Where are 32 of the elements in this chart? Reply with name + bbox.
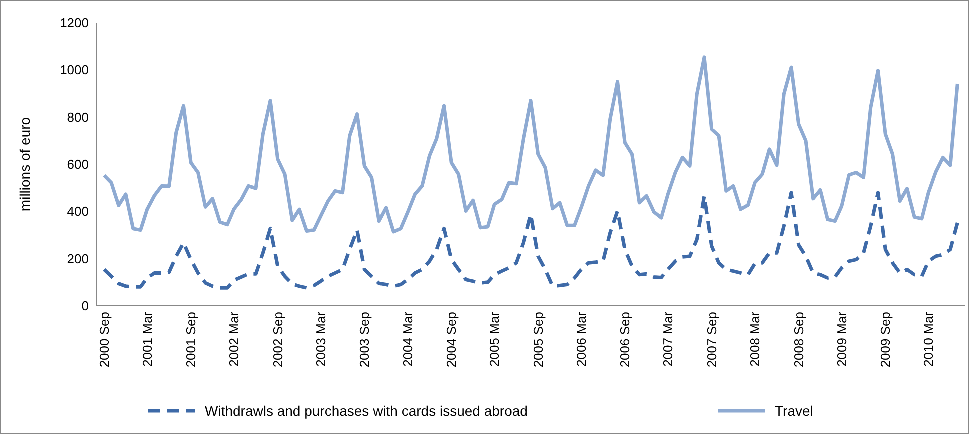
legend-label: Withdrawls and purchases with cards issued abroad bbox=[205, 402, 528, 419]
y-tick-label: 0 bbox=[82, 298, 89, 314]
y-axis-title: millions of euro bbox=[17, 117, 33, 212]
x-tick-label: 2009 Sep bbox=[878, 312, 894, 368]
y-tick-label: 1200 bbox=[60, 16, 89, 31]
line-series bbox=[102, 56, 960, 234]
legend-label: Travel bbox=[775, 402, 814, 419]
y-tick-label: 800 bbox=[67, 110, 89, 125]
x-tick-label: 2008 Mar bbox=[748, 311, 763, 367]
x-tick-label: 2002 Mar bbox=[226, 311, 242, 367]
x-tick-label: 2007 Sep bbox=[704, 312, 720, 368]
x-tick-label: 2002 Sep bbox=[270, 312, 286, 368]
x-tick-label: 2007 Mar bbox=[660, 311, 676, 367]
x-tick-label: 2003 Mar bbox=[313, 311, 328, 367]
x-tick-label: 2009 Mar bbox=[834, 311, 850, 367]
x-tick-label: 2004 Sep bbox=[444, 312, 460, 368]
x-tick-label: 2003 Sep bbox=[357, 312, 372, 368]
y-tick-label: 200 bbox=[67, 251, 89, 266]
x-tick-label: 2010 Mar bbox=[921, 311, 936, 367]
line-series bbox=[102, 191, 960, 290]
x-tick-label: 2006 Mar bbox=[574, 311, 589, 367]
x-tick-label: 2001 Sep bbox=[184, 312, 199, 368]
x-tick-label: 2006 Sep bbox=[618, 312, 633, 368]
y-tick-label: 1000 bbox=[60, 62, 89, 78]
x-tick-label: 2001 Mar bbox=[140, 311, 155, 367]
x-tick-label: 2004 Mar bbox=[400, 311, 416, 367]
y-tick-label: 600 bbox=[67, 157, 89, 172]
x-tick-label: 2005 Sep bbox=[530, 312, 546, 368]
x-tick-label: 2000 Sep bbox=[96, 312, 112, 368]
y-tick-label: 400 bbox=[67, 204, 89, 220]
x-tick-label: 2008 Sep bbox=[791, 312, 806, 368]
x-tick-label: 2005 Mar bbox=[487, 311, 502, 367]
